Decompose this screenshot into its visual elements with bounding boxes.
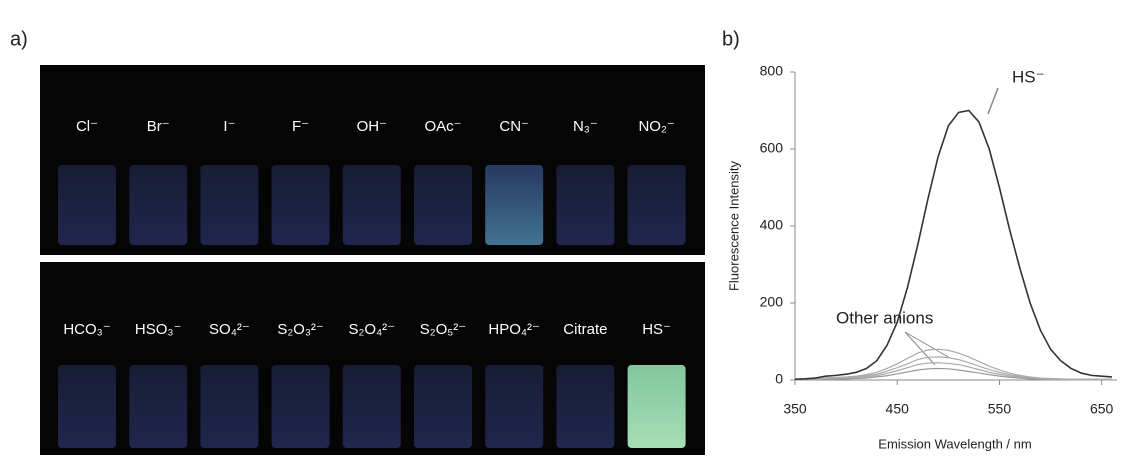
vial-label: SO₄²⁻ [209, 321, 250, 338]
vial [342, 165, 401, 245]
panel-label: b) [722, 28, 740, 50]
vial [414, 165, 472, 245]
vial-label: HSO₃⁻ [135, 321, 182, 338]
vial [200, 365, 259, 448]
vial-label: Cl⁻ [76, 118, 98, 135]
x-tick-label: 650 [1090, 401, 1114, 417]
vial-label: S₂O₅²⁻ [420, 321, 466, 338]
vial-label: F⁻ [292, 118, 309, 135]
data-line [794, 109, 1112, 381]
annotation-arrow [987, 87, 999, 115]
vial-label: HPO₄²⁻ [488, 321, 540, 338]
annotation: HS⁻ [1012, 67, 1045, 86]
annotation-arrow [904, 331, 936, 366]
vial [627, 165, 686, 245]
vial [58, 365, 116, 448]
annotation: Other anions [836, 308, 933, 327]
vial-label: I⁻ [223, 118, 235, 135]
vial-label: CN⁻ [499, 118, 529, 135]
x-axis-label: Emission Wavelength / nm [878, 436, 1031, 451]
vial [58, 165, 116, 245]
data-line [795, 356, 1112, 380]
y-tick-label: 400 [760, 217, 784, 233]
vial [129, 165, 188, 245]
y-tick-label: 800 [760, 63, 784, 79]
vial [627, 365, 686, 448]
vial [342, 365, 401, 448]
vial-label: N₃⁻ [573, 118, 598, 135]
vial [200, 165, 259, 245]
vial-label: NO₂⁻ [638, 118, 674, 135]
vial [271, 365, 330, 448]
vial [485, 165, 544, 245]
vial-label: S₂O₄²⁻ [349, 321, 396, 338]
vial [129, 365, 188, 448]
x-tick-label: 350 [783, 401, 807, 417]
y-tick-label: 200 [760, 294, 784, 310]
vial-label: Br⁻ [147, 118, 170, 135]
y-tick-label: 600 [760, 140, 784, 156]
y-axis-label: Fluorescence Intensity [726, 160, 741, 291]
vial [485, 365, 544, 448]
x-tick-label: 450 [886, 401, 910, 417]
vial-label: HCO₃⁻ [63, 321, 110, 338]
vial-label: S₂O₃²⁻ [277, 321, 324, 338]
annotation-arrow [904, 331, 951, 359]
vial [556, 365, 615, 448]
vial-label: Citrate [563, 321, 607, 338]
vial [414, 365, 472, 448]
vial-label: HS⁻ [642, 321, 671, 338]
vial-label: OAc⁻ [424, 118, 461, 135]
vial [556, 165, 615, 245]
vial [271, 165, 330, 245]
y-tick-label: 0 [775, 371, 783, 387]
panel-label: a) [10, 28, 28, 50]
data-line [794, 348, 1112, 380]
x-tick-label: 550 [988, 401, 1012, 417]
vial-label: OH⁻ [357, 118, 387, 135]
